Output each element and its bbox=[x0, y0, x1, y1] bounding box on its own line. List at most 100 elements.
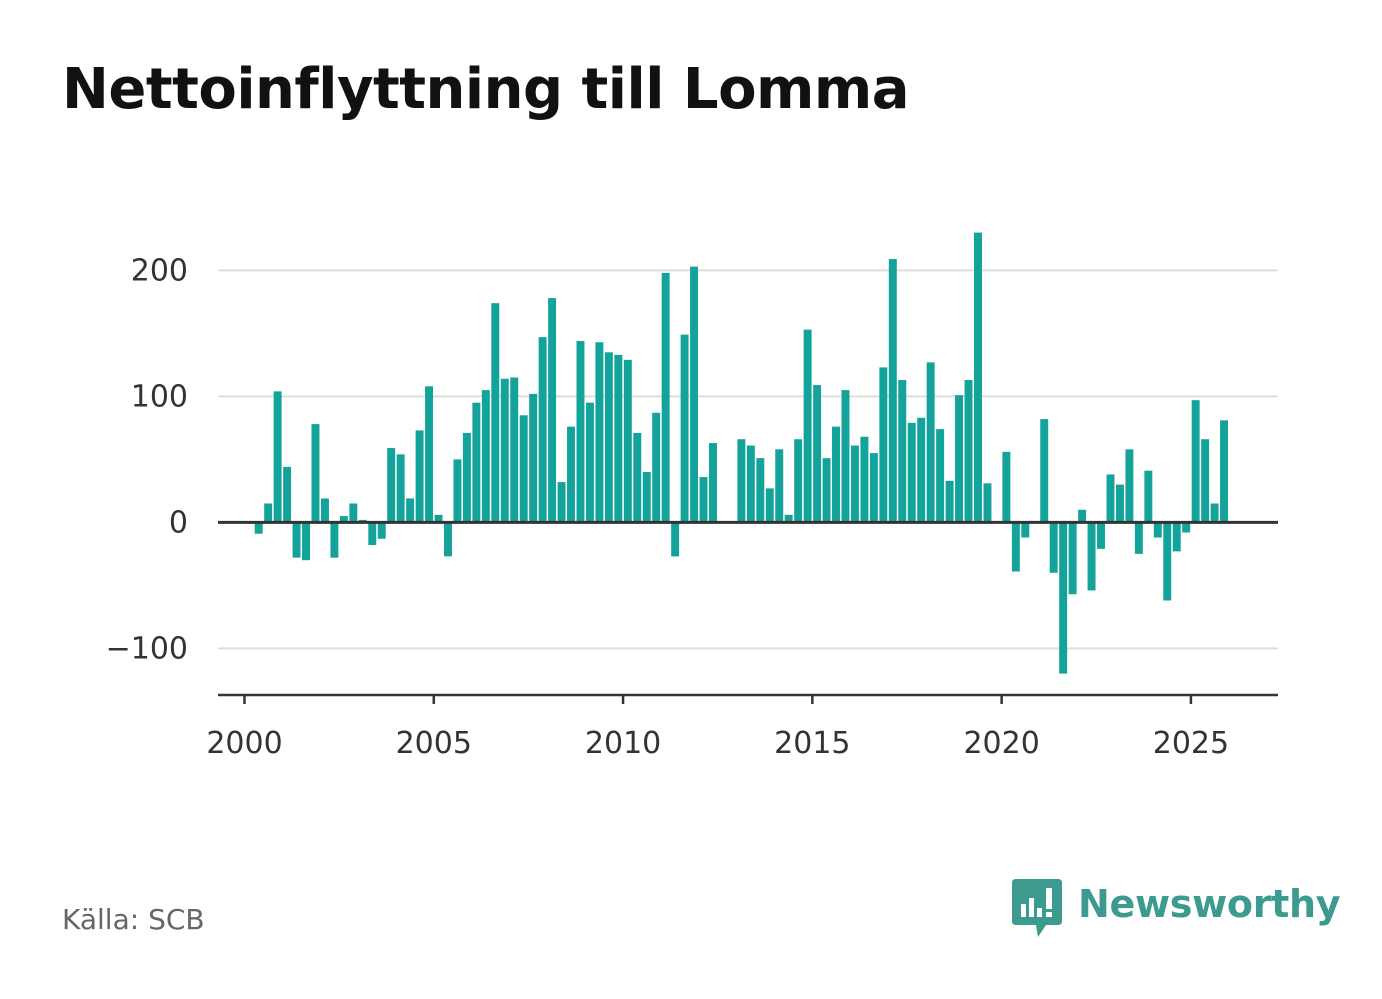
bar bbox=[444, 522, 452, 557]
bar bbox=[567, 426, 575, 523]
bar bbox=[898, 380, 907, 523]
newsworthy-speech-bubble-bar-icon bbox=[1012, 879, 1062, 937]
bar bbox=[699, 477, 708, 523]
x-tick-label: 2015 bbox=[774, 726, 850, 761]
bar bbox=[1125, 449, 1134, 523]
bar bbox=[387, 448, 396, 523]
x-tick-label: 2005 bbox=[396, 726, 472, 761]
bar bbox=[983, 483, 992, 523]
bar bbox=[1144, 470, 1153, 523]
bar bbox=[311, 424, 320, 523]
bar bbox=[576, 340, 585, 523]
bar bbox=[813, 385, 822, 523]
bar bbox=[481, 390, 490, 523]
bar bbox=[746, 445, 755, 523]
y-tick-label: 200 bbox=[131, 253, 188, 288]
bar bbox=[368, 522, 377, 546]
bar bbox=[907, 422, 916, 523]
bar bbox=[964, 380, 973, 523]
bar bbox=[661, 272, 670, 523]
bar bbox=[339, 516, 348, 523]
bar bbox=[1134, 522, 1143, 554]
bar bbox=[1172, 522, 1181, 552]
bar bbox=[1068, 522, 1077, 595]
bar bbox=[1201, 439, 1210, 523]
bar bbox=[1059, 522, 1068, 674]
bar bbox=[377, 522, 386, 539]
y-tick-label: −100 bbox=[106, 631, 188, 666]
bar bbox=[538, 337, 547, 523]
bar bbox=[425, 386, 434, 523]
bar bbox=[756, 458, 765, 523]
bar bbox=[879, 367, 888, 523]
bar bbox=[690, 266, 699, 523]
bar bbox=[500, 378, 509, 523]
bar bbox=[264, 503, 273, 523]
bar bbox=[784, 514, 793, 523]
axes bbox=[218, 520, 1278, 704]
bar bbox=[330, 522, 339, 558]
bar bbox=[1210, 503, 1219, 523]
bar bbox=[491, 303, 500, 523]
bar bbox=[415, 430, 424, 523]
bar bbox=[1011, 522, 1020, 572]
bar bbox=[869, 453, 878, 523]
bar bbox=[633, 432, 642, 523]
source-note: Källa: SCB bbox=[62, 903, 205, 936]
bar bbox=[292, 522, 301, 558]
bar bbox=[737, 439, 746, 523]
bar bbox=[1106, 474, 1115, 523]
bar bbox=[453, 459, 462, 523]
bar bbox=[1182, 522, 1191, 533]
bar bbox=[1153, 522, 1162, 538]
bar bbox=[1049, 522, 1058, 573]
gridlines bbox=[218, 269, 1278, 650]
bar-series bbox=[254, 232, 1229, 674]
bar bbox=[462, 432, 471, 523]
bar bbox=[614, 354, 623, 523]
bar bbox=[623, 359, 632, 523]
bar bbox=[850, 445, 859, 523]
bar bbox=[585, 402, 594, 523]
bar bbox=[709, 443, 717, 523]
bar bbox=[888, 259, 897, 523]
bar bbox=[396, 454, 405, 523]
bar bbox=[1220, 420, 1229, 523]
bar bbox=[974, 232, 982, 523]
bar bbox=[1115, 484, 1124, 523]
newsworthy-logo: Newsworthy bbox=[1012, 879, 1341, 939]
bar bbox=[642, 471, 651, 523]
bar bbox=[926, 362, 935, 523]
bar bbox=[548, 298, 557, 523]
bar bbox=[302, 522, 310, 561]
tick-labels: −100 0 100 200 2000 2005 2010 2015 2020 2025 bbox=[106, 253, 1230, 761]
bar bbox=[1191, 400, 1200, 523]
x-tick-label: 2010 bbox=[585, 726, 661, 761]
bar bbox=[1163, 522, 1172, 601]
y-tick-label: 0 bbox=[169, 505, 188, 540]
x-tick-label: 2025 bbox=[1153, 726, 1229, 761]
bar bbox=[434, 514, 443, 523]
bar bbox=[1021, 522, 1030, 538]
x-tick-label: 2020 bbox=[963, 726, 1039, 761]
bar bbox=[1040, 419, 1049, 523]
bar bbox=[595, 342, 604, 523]
bar bbox=[283, 466, 292, 523]
logo-text: Newsworthy bbox=[1078, 882, 1341, 926]
bar bbox=[832, 426, 840, 523]
bar bbox=[273, 391, 282, 523]
bar bbox=[841, 390, 850, 523]
bar bbox=[519, 415, 528, 523]
x-tick-label: 2000 bbox=[206, 726, 282, 761]
bar bbox=[955, 395, 964, 523]
bar bbox=[794, 439, 803, 523]
bar bbox=[604, 352, 613, 523]
bar bbox=[775, 449, 784, 523]
bar bbox=[254, 522, 263, 534]
bar bbox=[406, 498, 415, 523]
bar bbox=[1002, 451, 1011, 523]
bar bbox=[1078, 509, 1087, 523]
bar bbox=[860, 436, 869, 523]
bar bbox=[765, 488, 774, 523]
